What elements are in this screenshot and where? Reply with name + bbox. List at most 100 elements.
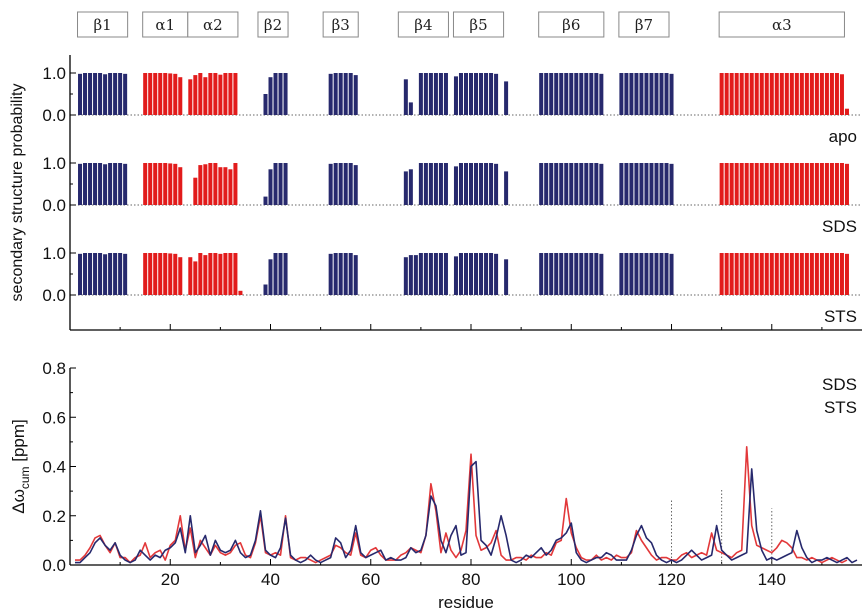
legend-sds: SDS xyxy=(822,375,857,394)
x-axis-label: residue xyxy=(438,593,494,612)
bar-SDS-res-30 xyxy=(218,167,223,205)
bar-SDS-res-141 xyxy=(774,163,779,205)
bar-SDS-res-72 xyxy=(428,163,433,205)
bar-SDS-res-8 xyxy=(108,163,113,205)
bar-SDS-res-133 xyxy=(734,163,739,205)
bar-STS-res-40 xyxy=(268,259,273,295)
panel-label-STS: STS xyxy=(824,307,857,326)
bar-SDS-res-27 xyxy=(203,164,208,205)
bar-apo-res-105 xyxy=(594,73,599,115)
sse-label-3: β2 xyxy=(264,16,282,34)
bar-apo-res-56 xyxy=(348,73,353,115)
bar-SDS-res-2 xyxy=(78,163,83,205)
bar-STS-res-41 xyxy=(273,253,278,295)
bar-SDS-res-134 xyxy=(739,163,744,205)
bar-apo-res-134 xyxy=(739,73,744,115)
sse-label-0: β1 xyxy=(93,16,111,34)
sse-label-6: β5 xyxy=(469,16,487,34)
bar-apo-res-102 xyxy=(579,73,584,115)
bar-apo-res-19 xyxy=(163,73,168,115)
bar-STS-res-120 xyxy=(669,253,674,295)
bar-apo-res-4 xyxy=(88,73,93,115)
bar-apo-res-9 xyxy=(113,73,118,115)
bar-STS-res-104 xyxy=(589,253,594,295)
bar-STS-res-25 xyxy=(193,261,198,295)
bar-SDS-res-155 xyxy=(844,163,849,205)
bar-STS-res-27 xyxy=(203,255,208,295)
bar-STS-res-143 xyxy=(784,253,789,295)
bar-SDS-res-105 xyxy=(594,163,599,205)
bar-apo-res-43 xyxy=(283,73,288,115)
bar-apo-res-101 xyxy=(574,73,579,115)
bar-apo-res-144 xyxy=(789,73,794,115)
bar-apo-res-68 xyxy=(408,102,413,115)
bar-STS-res-141 xyxy=(774,253,779,295)
bar-apo-res-27 xyxy=(203,77,208,115)
bar-apo-res-74 xyxy=(438,73,443,115)
bar-STS-res-6 xyxy=(98,253,103,295)
bar-SDS-res-19 xyxy=(163,163,168,205)
bar-apo-res-141 xyxy=(774,73,779,115)
bar-SDS-res-15 xyxy=(143,163,148,205)
sse-box-4 xyxy=(322,11,359,38)
sse-box-9 xyxy=(718,11,845,38)
bar-SDS-res-103 xyxy=(584,163,589,205)
bar-SDS-res-135 xyxy=(744,163,749,205)
bar-SDS-res-18 xyxy=(158,163,163,205)
bar-STS-res-29 xyxy=(213,253,218,295)
bar-SDS-res-21 xyxy=(173,163,178,205)
bar-apo-res-111 xyxy=(624,73,629,115)
bar-STS-res-137 xyxy=(754,253,759,295)
bar-STS-res-10 xyxy=(118,253,123,295)
sse-box-2 xyxy=(187,11,239,38)
bar-apo-res-84 xyxy=(489,73,494,115)
bar-STS-res-103 xyxy=(584,253,589,295)
bar-apo-res-95 xyxy=(544,73,549,115)
bar-SDS-res-145 xyxy=(794,163,799,205)
bar-STS-res-142 xyxy=(779,253,784,295)
y-tick-label-1-0: 0.0 xyxy=(42,196,66,215)
sse-box-6 xyxy=(452,11,505,38)
bar-SDS-res-40 xyxy=(268,169,273,205)
bar-SDS-res-96 xyxy=(549,163,554,205)
sse-box-1 xyxy=(142,11,189,38)
bar-STS-res-138 xyxy=(759,253,764,295)
bar-apo-res-41 xyxy=(273,73,278,115)
bar-SDS-res-28 xyxy=(208,163,213,205)
bar-apo-res-18 xyxy=(158,73,163,115)
bar-SDS-res-97 xyxy=(554,163,559,205)
bar-apo-res-154 xyxy=(839,74,844,115)
bar-SDS-res-114 xyxy=(639,163,644,205)
bar-SDS-res-29 xyxy=(213,163,218,205)
bar-apo-res-130 xyxy=(719,73,724,115)
y-tick-label-1-1: 1.0 xyxy=(42,154,66,173)
bar-STS-res-78 xyxy=(458,253,463,295)
bar-STS-res-140 xyxy=(769,253,774,295)
bar-STS-res-96 xyxy=(549,253,554,295)
bar-SDS-res-94 xyxy=(539,163,544,205)
bar-apo-res-110 xyxy=(619,73,624,115)
bar-SDS-res-55 xyxy=(343,163,348,205)
bar-apo-res-143 xyxy=(784,73,789,115)
bar-SDS-res-116 xyxy=(649,163,654,205)
bar-STS-res-152 xyxy=(829,253,834,295)
bar-SDS-res-52 xyxy=(328,163,333,205)
panel-label-apo: apo xyxy=(829,127,857,146)
bar-STS-res-100 xyxy=(569,253,574,295)
bar-apo-res-106 xyxy=(599,73,604,115)
bar-SDS-res-140 xyxy=(769,163,774,205)
bar-STS-res-99 xyxy=(564,253,569,295)
bar-apo-res-148 xyxy=(809,73,814,115)
bar-SDS-res-147 xyxy=(804,163,809,205)
bar-SDS-res-81 xyxy=(474,163,479,205)
bar-STS-res-32 xyxy=(228,253,233,295)
bar-STS-res-21 xyxy=(173,253,178,295)
bar-STS-res-105 xyxy=(594,253,599,295)
bar-SDS-res-148 xyxy=(809,163,814,205)
bar-SDS-res-102 xyxy=(579,163,584,205)
bar-STS-res-95 xyxy=(544,253,549,295)
bar-STS-res-39 xyxy=(263,284,268,295)
bar-SDS-res-150 xyxy=(819,163,824,205)
bar-STS-res-7 xyxy=(103,254,108,295)
